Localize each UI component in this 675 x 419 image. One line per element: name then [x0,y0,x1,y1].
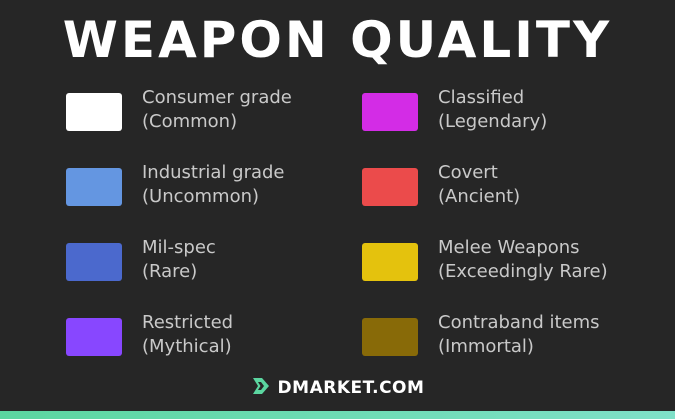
color-swatch [362,243,418,281]
tier-name: (Exceedingly Rare) [438,261,608,282]
tier-name: (Common) [142,111,238,132]
grade-name: Mil-spec [142,237,216,258]
quality-label: Covert (Ancient) [438,161,520,209]
quality-label: Consumer grade (Common) [142,86,292,134]
page-title: WEAPON QUALITY [62,11,613,69]
color-swatch [362,168,418,206]
dmarket-logo-icon [251,376,271,400]
quality-label: Mil-spec (Rare) [142,236,216,284]
brand-name: DMARKET.COM [277,378,425,398]
tier-name: (Mythical) [142,336,232,357]
quality-label: Contraband items (Immortal) [438,311,600,359]
color-swatch [362,318,418,356]
grade-name: Contraband items [438,312,600,333]
grade-name: Consumer grade [142,87,292,108]
brand-footer: DMARKET.COM [0,376,675,400]
grade-name: Covert [438,162,498,183]
grade-name: Restricted [142,312,234,333]
brand-link[interactable]: DMARKET.COM [251,376,425,400]
color-swatch [362,93,418,131]
tier-name: (Immortal) [438,336,534,357]
quality-label: Classified (Legendary) [438,86,547,134]
color-swatch [66,168,122,206]
grade-name: Classified [438,87,525,108]
color-swatch [66,93,122,131]
grade-name: Melee Weapons [438,237,580,258]
quality-label: Industrial grade (Uncommon) [142,161,285,209]
color-swatch [66,243,122,281]
color-swatch [66,318,122,356]
tier-name: (Legendary) [438,111,548,132]
grade-name: Industrial grade [142,162,285,183]
quality-label: Restricted (Mythical) [142,311,233,359]
tier-name: (Ancient) [438,186,521,207]
tier-name: (Uncommon) [142,186,260,207]
bottom-accent-bar [0,411,675,419]
quality-label: Melee Weapons (Exceedingly Rare) [438,236,608,284]
tier-name: (Rare) [142,261,198,282]
